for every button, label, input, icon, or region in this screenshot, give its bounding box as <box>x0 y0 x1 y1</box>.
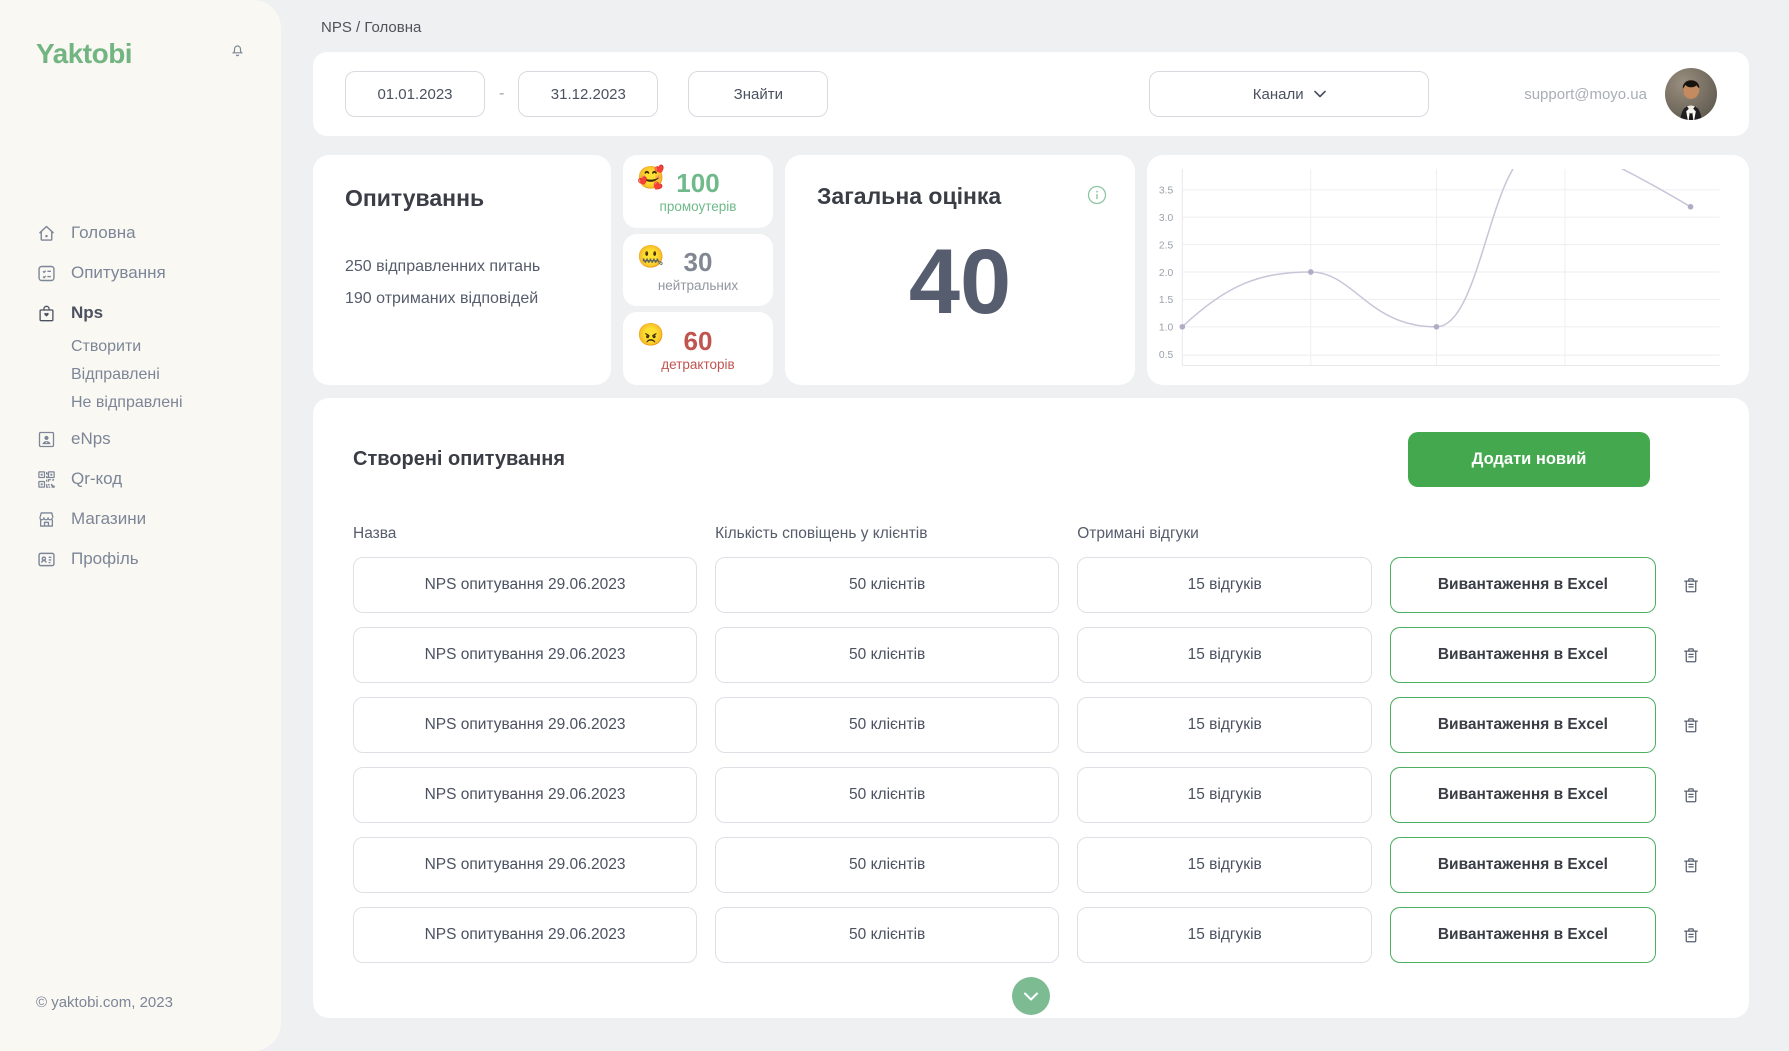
svg-text:2.0: 2.0 <box>1159 268 1174 279</box>
svg-text:0.5: 0.5 <box>1159 350 1174 361</box>
svg-text:3.0: 3.0 <box>1159 213 1174 224</box>
svg-text:1.0: 1.0 <box>1159 323 1174 334</box>
svg-text:3.5: 3.5 <box>1159 186 1174 197</box>
svg-text:2.5: 2.5 <box>1159 240 1174 251</box>
svg-text:1.5: 1.5 <box>1159 295 1174 306</box>
